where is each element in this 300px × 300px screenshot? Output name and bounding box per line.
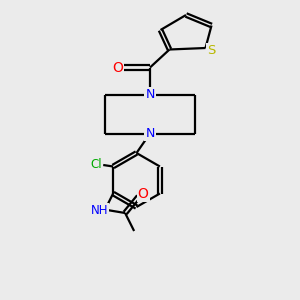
Text: N: N — [145, 88, 155, 101]
Text: S: S — [207, 44, 216, 58]
Text: O: O — [138, 187, 148, 200]
Text: N: N — [145, 127, 155, 140]
Text: O: O — [112, 61, 123, 74]
Text: Cl: Cl — [91, 158, 102, 172]
Text: NH: NH — [91, 203, 108, 217]
